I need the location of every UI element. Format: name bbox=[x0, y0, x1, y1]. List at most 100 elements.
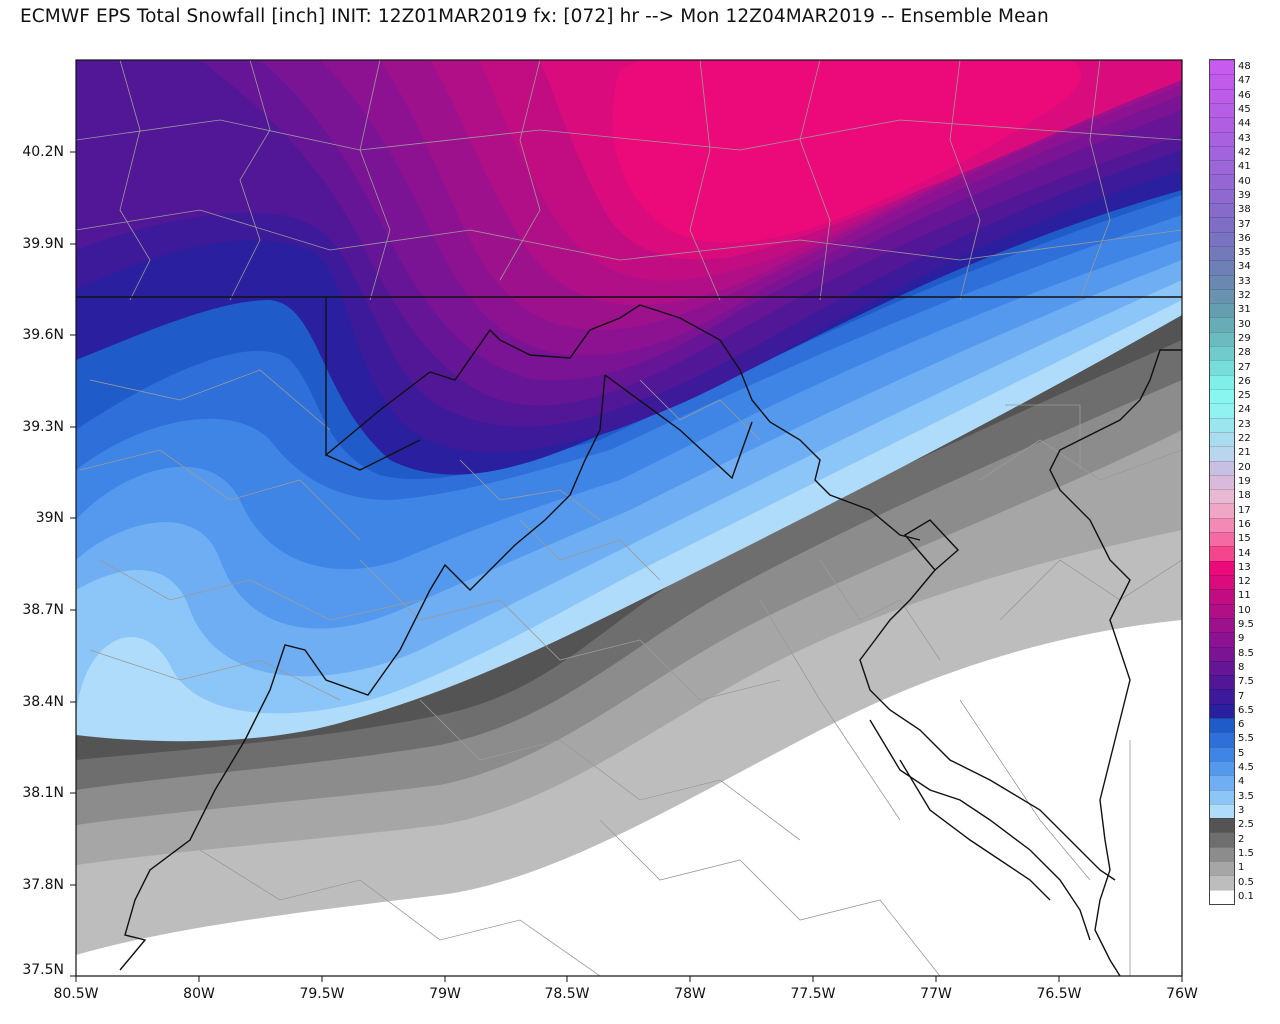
lat-label: 39N bbox=[35, 510, 64, 526]
state-boundaries bbox=[76, 296, 1182, 976]
legend-swatch bbox=[1210, 646, 1234, 661]
legend-label: 34 bbox=[1238, 261, 1251, 273]
snowfall-field bbox=[76, 60, 1182, 976]
legend-swatch bbox=[1210, 689, 1234, 704]
legend-swatch bbox=[1210, 145, 1234, 161]
lon-label: 80W bbox=[183, 986, 215, 1002]
legend-label: 29 bbox=[1238, 332, 1251, 344]
lon-label: 77W bbox=[920, 986, 952, 1002]
legend-label: 7.5 bbox=[1238, 676, 1254, 688]
lon-label: 76.5W bbox=[1036, 986, 1082, 1002]
lat-label: 37.8N bbox=[22, 877, 64, 893]
legend-swatch bbox=[1210, 889, 1234, 904]
legend-swatch bbox=[1210, 532, 1234, 547]
legend-label: 14 bbox=[1238, 547, 1251, 559]
legend-swatch bbox=[1210, 703, 1234, 719]
legend-swatch bbox=[1210, 617, 1234, 633]
legend-label: 12 bbox=[1238, 576, 1251, 588]
legend-swatch bbox=[1210, 832, 1234, 847]
legend-label: 18 bbox=[1238, 490, 1251, 502]
legend-label: 4.5 bbox=[1238, 762, 1254, 774]
lon-label: 78.5W bbox=[544, 986, 590, 1002]
legend-swatch bbox=[1210, 74, 1234, 89]
chart-title: ECMWF EPS Total Snowfall [inch] INIT: 12… bbox=[20, 6, 1049, 27]
lon-label: 77.5W bbox=[790, 986, 836, 1002]
legend-label: 2.5 bbox=[1238, 819, 1254, 831]
legend-label: 21 bbox=[1238, 447, 1251, 459]
legend-label: 3 bbox=[1238, 805, 1245, 817]
legend-label: 2 bbox=[1238, 833, 1245, 845]
legend-label: 0.1 bbox=[1238, 890, 1254, 902]
legend-swatch bbox=[1210, 174, 1234, 189]
legend-label: 8 bbox=[1238, 661, 1245, 673]
legend-swatch bbox=[1210, 503, 1234, 518]
legend-label: 16 bbox=[1238, 518, 1251, 530]
legend-label: 40 bbox=[1238, 175, 1251, 187]
band-13 bbox=[612, 60, 1082, 243]
legend-swatch bbox=[1210, 303, 1234, 318]
legend-swatch bbox=[1210, 331, 1234, 347]
legend-swatch bbox=[1210, 732, 1234, 747]
lon-label: 78W bbox=[674, 986, 706, 1002]
legend-swatch bbox=[1210, 60, 1234, 75]
legend-swatch bbox=[1210, 117, 1234, 132]
legend-label: 28 bbox=[1238, 347, 1251, 359]
legend-label: 42 bbox=[1238, 146, 1251, 158]
legend-swatch bbox=[1210, 560, 1234, 575]
legend-label: 41 bbox=[1238, 161, 1251, 173]
legend-label: 20 bbox=[1238, 461, 1251, 473]
legend-label: 36 bbox=[1238, 232, 1251, 244]
legend-swatch bbox=[1210, 574, 1234, 590]
lon-label: 76W bbox=[1166, 986, 1198, 1002]
lat-label: 38.4N bbox=[22, 694, 64, 710]
legend-swatch bbox=[1210, 632, 1234, 647]
legend-label: 26 bbox=[1238, 375, 1251, 387]
legend-swatch bbox=[1210, 846, 1234, 862]
legend-label: 44 bbox=[1238, 118, 1251, 130]
legend-swatch bbox=[1210, 231, 1234, 246]
legend-label: 7 bbox=[1238, 690, 1245, 702]
lat-label: 39.9N bbox=[22, 236, 64, 252]
legend-swatch bbox=[1210, 102, 1234, 118]
legend-label: 9 bbox=[1238, 633, 1245, 645]
legend-swatch bbox=[1210, 131, 1234, 146]
lon-label: 80.5W bbox=[53, 986, 99, 1002]
legend-swatch bbox=[1210, 403, 1234, 418]
county-lines bbox=[76, 60, 1182, 976]
legend-label: 43 bbox=[1238, 132, 1251, 144]
lat-label: 37.5N bbox=[22, 962, 64, 978]
legend-swatch bbox=[1210, 489, 1234, 504]
legend-label: 5 bbox=[1238, 747, 1245, 759]
legend-label: 32 bbox=[1238, 290, 1251, 302]
legend-swatch bbox=[1210, 88, 1234, 103]
legend-label: 0.5 bbox=[1238, 876, 1254, 888]
legend-swatch bbox=[1210, 660, 1234, 676]
legend-swatch bbox=[1210, 718, 1234, 733]
legend-swatch bbox=[1210, 818, 1234, 833]
legend-label: 45 bbox=[1238, 104, 1251, 116]
legend-label: 9.5 bbox=[1238, 619, 1254, 631]
legend-label: 31 bbox=[1238, 304, 1251, 316]
legend-label: 22 bbox=[1238, 433, 1251, 445]
lat-label: 38.7N bbox=[22, 602, 64, 618]
legend-label: 37 bbox=[1238, 218, 1251, 230]
lat-label: 38.1N bbox=[22, 785, 64, 801]
legend-swatch bbox=[1210, 460, 1234, 475]
axis-ticks bbox=[70, 151, 1183, 982]
legend-swatch bbox=[1210, 274, 1234, 289]
legend-label: 5.5 bbox=[1238, 733, 1254, 745]
legend-label: 1.5 bbox=[1238, 847, 1254, 859]
legend-label: 47 bbox=[1238, 75, 1251, 87]
legend-label: 10 bbox=[1238, 604, 1251, 616]
legend-swatch bbox=[1210, 589, 1234, 604]
legend-swatch bbox=[1210, 260, 1234, 275]
legend-swatch bbox=[1210, 245, 1234, 261]
legend-swatch bbox=[1210, 746, 1234, 761]
lat-label: 39.3N bbox=[22, 419, 64, 435]
legend-swatch bbox=[1210, 389, 1234, 404]
legend-swatch bbox=[1210, 217, 1234, 232]
legend-swatch bbox=[1210, 188, 1234, 204]
legend-swatch bbox=[1210, 803, 1234, 819]
legend-label: 30 bbox=[1238, 318, 1251, 330]
